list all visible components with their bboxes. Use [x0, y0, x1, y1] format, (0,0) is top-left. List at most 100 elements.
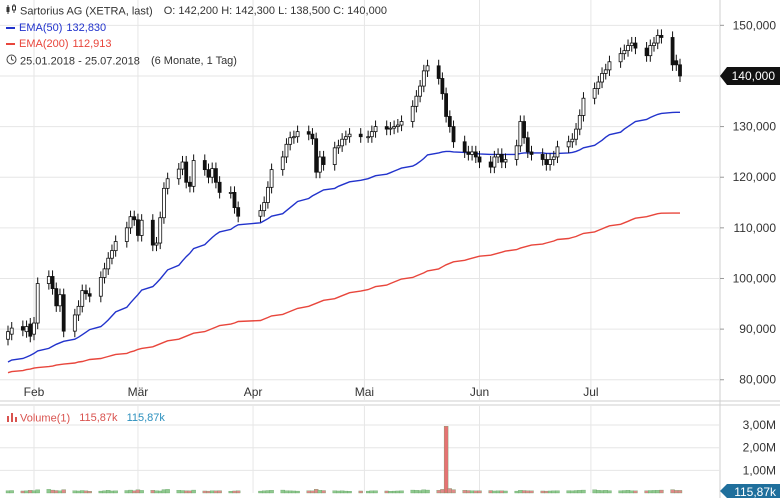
candle-body — [165, 178, 170, 189]
last-volume-label: 115,87k — [734, 485, 777, 498]
candle — [72, 308, 77, 338]
candle — [288, 131, 293, 151]
candle — [35, 277, 40, 330]
candle — [24, 320, 29, 338]
ema50-swatch — [6, 27, 15, 30]
price-tick-label: 100,000 — [733, 271, 777, 285]
candle-body — [46, 276, 51, 284]
candle — [581, 92, 586, 122]
candle — [670, 31, 675, 71]
candle — [659, 29, 664, 44]
volume-bar — [269, 490, 274, 494]
candle-body — [421, 70, 426, 87]
volume-bar — [113, 490, 118, 494]
volume-bar — [213, 490, 219, 494]
last-volume-badge-bg — [720, 484, 780, 498]
candle-body — [373, 126, 378, 133]
volume-bar — [607, 490, 612, 494]
candle-body — [136, 219, 140, 236]
volume-bar — [651, 490, 657, 494]
volume-bar — [570, 490, 575, 494]
candle — [217, 176, 222, 199]
candle-body — [58, 294, 62, 307]
volume-bar — [644, 490, 649, 494]
candle-body — [310, 133, 315, 140]
candle-body — [35, 283, 40, 324]
candle — [600, 67, 604, 89]
volume-bar — [544, 490, 549, 494]
volume-bar — [596, 490, 601, 494]
volume-bar — [581, 489, 586, 494]
volume-bar — [447, 488, 452, 494]
volume-value-1: 115,87k — [79, 412, 118, 425]
volume-bar — [395, 490, 400, 494]
month-label: Apr — [244, 385, 263, 399]
candle — [46, 270, 51, 290]
volume-bar — [477, 490, 482, 494]
instrument-title: Sartorius AG (XETRA, last) — [20, 5, 153, 18]
volume-bar — [80, 490, 85, 494]
candle-body — [188, 181, 192, 187]
candle — [555, 140, 560, 164]
volume-bar — [154, 490, 159, 494]
volume-bar — [451, 489, 456, 494]
candle-body — [291, 136, 296, 139]
candle-body — [503, 159, 508, 163]
volume-bar — [674, 490, 679, 494]
ema50-line — [7, 111, 680, 363]
candle — [652, 36, 656, 52]
volume-bar — [488, 490, 493, 494]
volume-bar — [414, 490, 419, 494]
candle-body — [633, 42, 638, 49]
candle-body — [176, 168, 181, 180]
candle-body — [570, 138, 575, 143]
candle — [80, 284, 85, 313]
candle — [347, 128, 352, 143]
volume-bar — [280, 489, 285, 494]
candle — [395, 118, 400, 133]
candle — [317, 150, 322, 179]
volume-bar — [176, 490, 181, 494]
candle — [622, 44, 627, 60]
candle-body — [265, 186, 270, 203]
volume-bar — [677, 490, 683, 494]
candle — [176, 163, 181, 185]
candle-body — [436, 65, 441, 79]
volume-bar — [670, 489, 675, 494]
ema200-line — [7, 212, 680, 374]
candle — [188, 176, 192, 193]
candle-body — [674, 60, 679, 66]
candle-body — [87, 293, 92, 297]
candle — [633, 36, 638, 55]
price-tick-label: 110,000 — [734, 221, 777, 235]
candle — [425, 59, 430, 77]
candle-body — [262, 202, 267, 212]
candle-body — [551, 156, 556, 160]
candle — [332, 141, 337, 171]
candle-body — [626, 45, 630, 52]
candle-body — [228, 192, 233, 194]
candle — [228, 186, 233, 199]
volume-bar — [124, 490, 129, 494]
volume-tick-label: 2,00M — [743, 441, 776, 455]
candle — [473, 145, 478, 164]
volume-bar — [228, 491, 233, 494]
candle-body — [158, 217, 163, 244]
candle-body — [514, 145, 519, 160]
candle — [392, 120, 397, 135]
candle-body — [388, 127, 393, 130]
candle — [262, 196, 267, 217]
candle — [132, 210, 137, 226]
volume-bar — [332, 490, 337, 494]
volume-bar — [180, 490, 185, 494]
candle — [113, 235, 118, 257]
candle — [32, 316, 36, 341]
candle-body — [106, 257, 111, 270]
candle — [492, 150, 497, 174]
candle — [191, 154, 196, 193]
candle-body — [110, 250, 114, 259]
candle-body — [670, 37, 675, 66]
volume-bar — [28, 490, 33, 494]
candle-body — [217, 181, 222, 193]
candle-body — [492, 156, 497, 168]
